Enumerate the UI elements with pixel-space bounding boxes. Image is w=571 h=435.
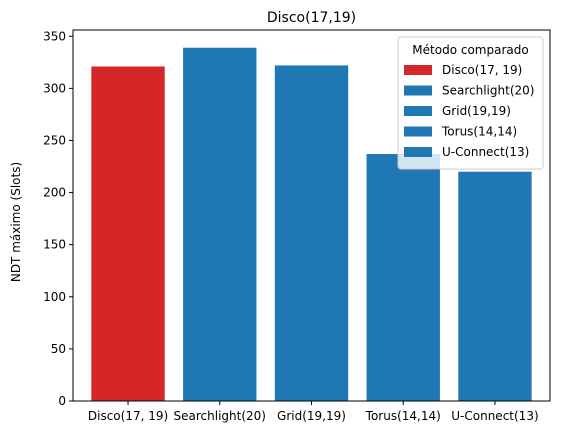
x-tick-label: Torus(14,14) <box>365 409 441 423</box>
y-axis-label: NDT máximo (Slots) <box>9 162 23 282</box>
y-tick-label: 350 <box>43 29 66 43</box>
legend-label: Grid(19,19) <box>442 104 511 118</box>
x-axis-ticks: Disco(17, 19) Searchlight(20) Grid(19,19) T… <box>88 401 539 423</box>
bar <box>274 65 349 401</box>
y-axis-ticks: 0 50 100 150 200 250 300 350 <box>43 29 73 408</box>
bar <box>183 47 257 401</box>
legend-swatch <box>404 126 432 137</box>
legend-label: U-Connect(13) <box>442 145 529 159</box>
legend-label: Disco(17, 19) <box>442 63 522 77</box>
plot-frame <box>72 29 551 402</box>
legend-box <box>397 36 544 170</box>
bar <box>91 66 165 401</box>
legend-swatch <box>404 65 432 75</box>
y-tick-label: 300 <box>43 81 66 95</box>
legend-swatch <box>404 85 432 96</box>
y-tick-label: 250 <box>43 133 66 147</box>
legend: Método comparado Disco(17, 19) Searchlight… <box>397 36 544 170</box>
legend-swatch <box>404 147 432 157</box>
bars-group <box>91 47 532 401</box>
legend-label: Searchlight(20) <box>442 84 534 98</box>
bar <box>366 154 440 401</box>
x-tick-label: U-Connect(13) <box>451 409 538 423</box>
legend-swatch <box>404 106 432 116</box>
y-tick-label: 50 <box>51 342 66 356</box>
chart-title: Disco(17,19) <box>267 10 356 26</box>
y-tick-label: 100 <box>43 290 66 304</box>
x-tick-label: Disco(17, 19) <box>88 409 168 423</box>
legend-title: Método comparado <box>412 43 528 57</box>
y-tick-label: 150 <box>43 238 66 252</box>
bar <box>458 171 532 401</box>
legend-label: Torus(14,14) <box>441 125 517 139</box>
y-tick-label: 200 <box>43 186 66 200</box>
y-tick-label: 0 <box>58 394 66 408</box>
x-tick-label: Searchlight(20) <box>174 409 266 423</box>
x-tick-label: Grid(19,19) <box>277 409 346 423</box>
